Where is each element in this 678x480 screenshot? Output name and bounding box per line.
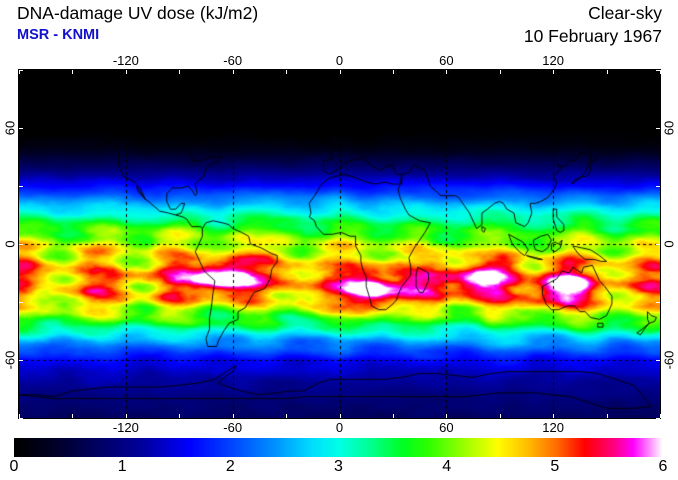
tick-mark	[72, 70, 73, 74]
tick-mark	[500, 414, 501, 418]
tick-mark	[446, 70, 447, 74]
y-tick-label-right-1: 0	[661, 240, 677, 248]
tick-mark	[19, 360, 23, 361]
map-panel	[18, 69, 661, 419]
date-label: 10 February 1967	[523, 26, 662, 46]
tick-mark	[607, 414, 608, 418]
tick-mark	[446, 414, 447, 418]
tick-mark	[656, 302, 660, 303]
tick-mark	[233, 70, 234, 74]
tick-mark	[393, 70, 394, 74]
tick-mark	[553, 414, 554, 418]
tick-mark	[656, 244, 660, 245]
colorbar	[14, 438, 663, 457]
x-tick-label-bottom-1: -60	[223, 420, 243, 435]
y-tick-label-right-2: 60	[661, 120, 677, 136]
tick-mark	[19, 186, 23, 187]
tick-mark	[500, 70, 501, 74]
x-tick-label-bottom-0: -120	[112, 420, 139, 435]
colorbar-tick-label-3: 3	[334, 458, 343, 475]
x-tick-label-top-4: 120	[542, 53, 565, 68]
x-tick-label-bottom-4: 120	[542, 420, 565, 435]
tick-mark	[126, 70, 127, 74]
tick-mark	[340, 414, 341, 418]
x-tick-label-bottom-2: 0	[335, 420, 344, 435]
tick-mark	[19, 302, 23, 303]
tick-mark	[656, 70, 660, 71]
tick-mark	[19, 70, 23, 71]
tick-mark	[179, 414, 180, 418]
tick-mark	[72, 414, 73, 418]
colorbar-tick-label-6: 6	[658, 458, 668, 475]
tick-mark	[393, 414, 394, 418]
y-tick-label-left-1: 0	[2, 240, 18, 248]
x-tick-label-bottom-3: 60	[439, 420, 454, 435]
colorbar-tick-label-5: 5	[550, 458, 560, 475]
tick-mark	[656, 418, 660, 419]
colorbar-tick-label-4: 4	[442, 458, 452, 475]
page-title: DNA-damage UV dose (kJ/m2)	[17, 3, 259, 23]
tick-mark	[660, 70, 661, 74]
sky-condition-label: Clear-sky	[588, 3, 662, 23]
tick-mark	[19, 418, 23, 419]
tick-mark	[656, 128, 660, 129]
y-tick-label-right-0: -60	[661, 350, 677, 370]
y-tick-label-left-2: 60	[2, 120, 18, 136]
tick-mark	[233, 414, 234, 418]
tick-mark	[656, 360, 660, 361]
uv-dose-heatmap	[19, 70, 660, 418]
tick-mark	[656, 186, 660, 187]
tick-mark	[19, 128, 23, 129]
tick-mark	[19, 414, 20, 418]
colorbar-tick-label-1: 1	[117, 458, 127, 475]
x-tick-label-top-2: 0	[335, 53, 344, 68]
tick-mark	[553, 70, 554, 74]
colorbar-tick-label-0: 0	[9, 458, 19, 475]
x-tick-label-top-1: -60	[223, 53, 243, 68]
tick-mark	[179, 70, 180, 74]
colorbar-gradient	[14, 438, 663, 457]
tick-mark	[286, 70, 287, 74]
tick-mark	[126, 414, 127, 418]
tick-mark	[607, 70, 608, 74]
tick-mark	[660, 414, 661, 418]
tick-mark	[340, 70, 341, 74]
colorbar-tick-label-2: 2	[225, 458, 235, 475]
tick-mark	[19, 244, 23, 245]
data-source-label: MSR - KNMI	[17, 27, 100, 43]
x-tick-label-top-3: 60	[439, 53, 454, 68]
y-tick-label-left-0: -60	[2, 350, 18, 370]
tick-mark	[19, 70, 20, 74]
tick-mark	[286, 414, 287, 418]
x-tick-label-top-0: -120	[112, 53, 139, 68]
